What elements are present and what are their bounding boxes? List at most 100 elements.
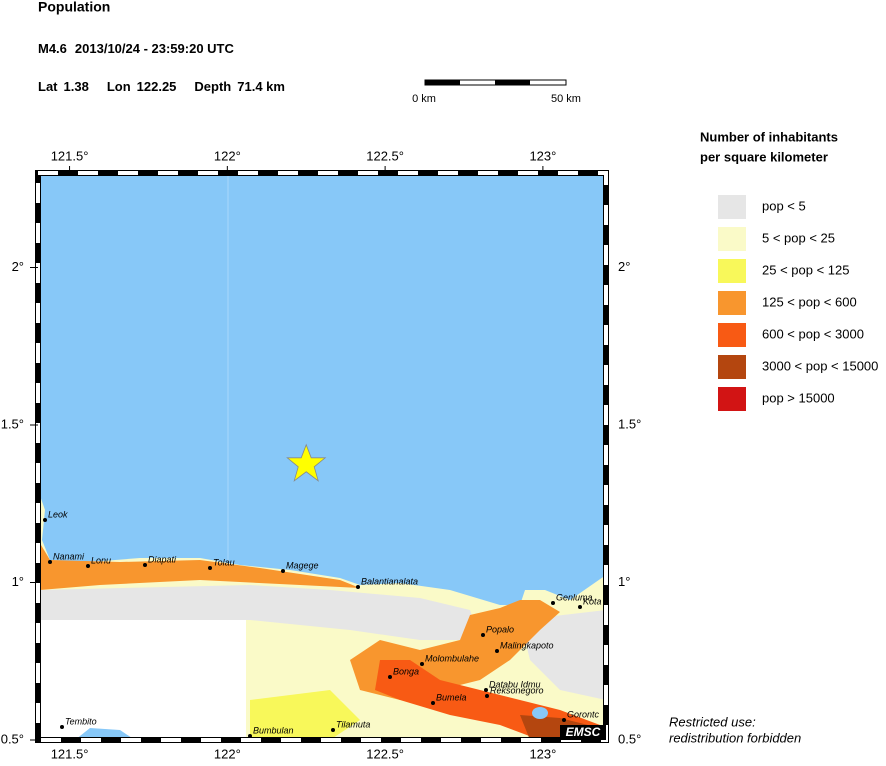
lat-label: 1° bbox=[618, 574, 630, 589]
city-label: Malingkapoto bbox=[500, 640, 554, 650]
time: 2013/10/24 - 23:59:20 UTC bbox=[75, 41, 235, 56]
city-label: Bumela bbox=[436, 692, 467, 702]
city-label: Diapati bbox=[148, 554, 177, 564]
city-label: Molombulahe bbox=[425, 653, 479, 663]
footer: redistribution forbidden bbox=[669, 730, 801, 745]
city-label: Tembito bbox=[65, 716, 97, 726]
legend-label: pop > 15000 bbox=[762, 390, 835, 405]
legend-label: 25 < pop < 125 bbox=[762, 262, 849, 277]
scale-bar: 0 km 50 km bbox=[412, 79, 581, 105]
city-label: Balantianalata bbox=[361, 576, 418, 586]
city-dot bbox=[578, 605, 582, 609]
lon-label: 122.5° bbox=[366, 746, 404, 761]
city-dot bbox=[562, 718, 566, 722]
legend-swatch bbox=[718, 195, 746, 219]
lat-label: 0.5° bbox=[1, 731, 24, 746]
city-label: Popalo bbox=[486, 624, 514, 634]
map: Leok Nanami Lonu Diapati Tolau Magege Balantia… bbox=[35, 170, 609, 743]
city-label: Databu Idmu bbox=[489, 679, 541, 689]
city-label: Magege bbox=[286, 560, 319, 570]
city-label: Genluma bbox=[556, 592, 593, 602]
city-dot bbox=[388, 675, 392, 679]
city-dot bbox=[420, 662, 424, 666]
lat-label: 2° bbox=[12, 259, 24, 274]
city-dot bbox=[485, 694, 489, 698]
lon-label: 122° bbox=[214, 746, 241, 761]
city-dot bbox=[481, 633, 485, 637]
city-dot bbox=[356, 585, 360, 589]
scale-start: 0 km bbox=[412, 93, 436, 105]
lon: 122.25 bbox=[137, 79, 177, 94]
legend-swatch bbox=[718, 323, 746, 347]
city-dot bbox=[484, 688, 488, 692]
city-label: Lonu bbox=[91, 555, 111, 565]
city-dot bbox=[143, 563, 147, 567]
city-dot bbox=[281, 569, 285, 573]
city-dot bbox=[331, 728, 335, 732]
scale-seg bbox=[425, 80, 460, 85]
city-label: Bonga bbox=[393, 666, 419, 676]
legend-title: per square kilometer bbox=[700, 149, 828, 164]
city-dot bbox=[431, 701, 435, 705]
scale-end: 50 km bbox=[551, 93, 581, 105]
legend-label: 3000 < pop < 15000 bbox=[762, 358, 878, 373]
legend-swatch bbox=[718, 227, 746, 251]
lake bbox=[532, 707, 548, 719]
legend-label: 125 < pop < 600 bbox=[762, 294, 857, 309]
city-label: Tilamuta bbox=[336, 719, 370, 729]
city-label: Reksonegoro bbox=[490, 685, 544, 695]
lon-label: Lon bbox=[107, 79, 131, 94]
lat-label: 2° bbox=[618, 259, 630, 274]
frame-dash bbox=[36, 171, 608, 742]
scale-seg bbox=[495, 80, 530, 85]
city-label: Gorontc bbox=[567, 709, 600, 719]
lat: 1.38 bbox=[64, 79, 89, 94]
event-line: M4.6 2013/10/24 - 23:59:20 UTC bbox=[38, 41, 235, 56]
magnitude: M4.6 bbox=[38, 41, 67, 56]
legend-title: Number of inhabitants bbox=[700, 129, 838, 144]
land-mid bbox=[250, 690, 360, 740]
lon-label: 122.5° bbox=[366, 148, 404, 163]
city-label: Nanami bbox=[53, 551, 85, 561]
city-label: Tolau bbox=[213, 557, 235, 567]
city-dot bbox=[208, 566, 212, 570]
lon-label: 122° bbox=[214, 148, 241, 163]
city-dot bbox=[551, 601, 555, 605]
depth: 71.4 km bbox=[237, 79, 285, 94]
city-label: Leok bbox=[48, 509, 68, 519]
lat-label: 1.5° bbox=[618, 416, 641, 431]
legend-swatch bbox=[718, 355, 746, 379]
city-dot bbox=[43, 518, 47, 522]
legend-swatch bbox=[718, 387, 746, 411]
city-dot bbox=[48, 560, 52, 564]
location-line: Lat 1.38 Lon 122.25 Depth 71.4 km bbox=[38, 79, 285, 94]
legend-swatch bbox=[718, 291, 746, 315]
legend-swatch bbox=[718, 259, 746, 283]
lon-label: 123° bbox=[529, 746, 556, 761]
lon-label: 121.5° bbox=[51, 148, 89, 163]
no-data bbox=[38, 620, 246, 740]
legend-label: pop < 5 bbox=[762, 198, 806, 213]
city-dot bbox=[495, 649, 499, 653]
land-dense bbox=[38, 540, 360, 590]
lon-label: 121.5° bbox=[51, 746, 89, 761]
city-dot bbox=[86, 564, 90, 568]
badge: EMSC bbox=[566, 725, 601, 739]
legend-label: 600 < pop < 3000 bbox=[762, 326, 864, 341]
land-grey bbox=[520, 610, 606, 700]
epicenter bbox=[286, 443, 327, 482]
lat-label: 1° bbox=[12, 574, 24, 589]
city-dot bbox=[248, 734, 252, 738]
footer: Restricted use: bbox=[669, 714, 756, 729]
depth-label: Depth bbox=[194, 79, 231, 94]
legend-label: 5 < pop < 25 bbox=[762, 230, 835, 245]
badge-bg bbox=[560, 725, 606, 740]
lat-label: Lat bbox=[38, 79, 58, 94]
city-label: Kota bbox=[583, 596, 602, 606]
land-grey bbox=[40, 585, 480, 640]
lon-label: 123° bbox=[529, 148, 556, 163]
title: Population bbox=[38, 0, 110, 15]
city-dot bbox=[60, 725, 64, 729]
city-label: Bumbulan bbox=[253, 725, 294, 735]
